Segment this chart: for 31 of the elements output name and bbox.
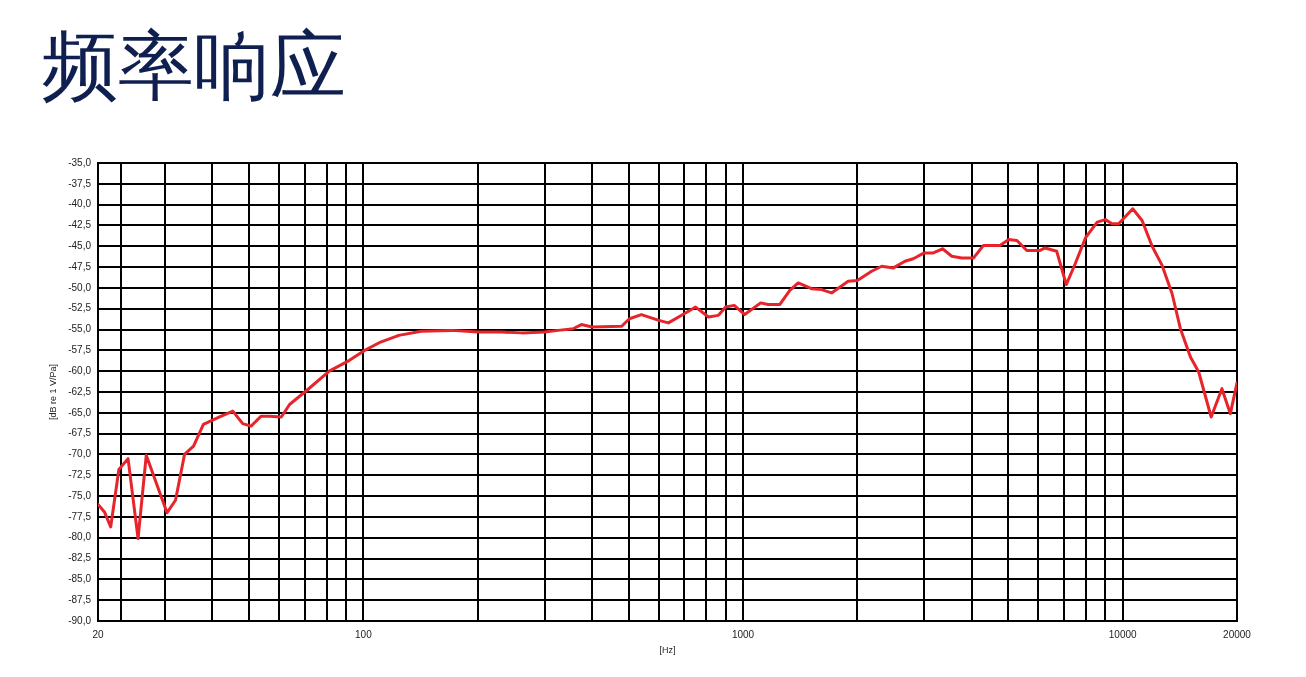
y-tick-label: -40,0	[68, 198, 92, 210]
y-tick-label: -62,5	[68, 385, 92, 397]
y-tick-label: -35,0	[68, 156, 92, 168]
y-tick-label: -57,5	[68, 344, 92, 356]
y-tick-label: -65,0	[68, 406, 92, 418]
x-tick-label: 20000	[1223, 628, 1252, 640]
y-tick-label: -52,5	[68, 302, 92, 314]
y-tick-label: -85,0	[68, 573, 92, 585]
y-tick-label: -90,0	[68, 614, 92, 626]
y-tick-label: -87,5	[68, 593, 92, 605]
y-tick-label: -80,0	[68, 531, 92, 543]
y-axis-title: [dB re 1 V/Pa]	[47, 363, 58, 421]
y-tick-label: -67,5	[68, 427, 92, 439]
y-tick-label: -55,0	[68, 323, 92, 335]
x-tick-label: 1000	[731, 628, 755, 640]
y-tick-label: -47,5	[68, 260, 92, 272]
x-tick-label: 100	[355, 628, 373, 640]
y-tick-label: -37,5	[68, 177, 92, 189]
y-tick-label: -42,5	[68, 219, 92, 231]
y-tick-label: -75,0	[68, 489, 92, 501]
x-tick-label: 10000	[1108, 628, 1138, 640]
chart-title: 频率响应	[42, 20, 346, 112]
y-tick-label: -72,5	[68, 469, 92, 481]
x-tick-label: 20	[92, 628, 104, 640]
y-tick-label: -82,5	[68, 552, 92, 564]
y-tick-label: -70,0	[68, 448, 92, 460]
y-tick-label: -45,0	[68, 240, 92, 252]
y-tick-label: -60,0	[68, 364, 92, 376]
x-axis-title: [Hz]	[659, 645, 676, 656]
y-tick-label: -50,0	[68, 281, 92, 293]
y-tick-label: -77,5	[68, 510, 92, 522]
